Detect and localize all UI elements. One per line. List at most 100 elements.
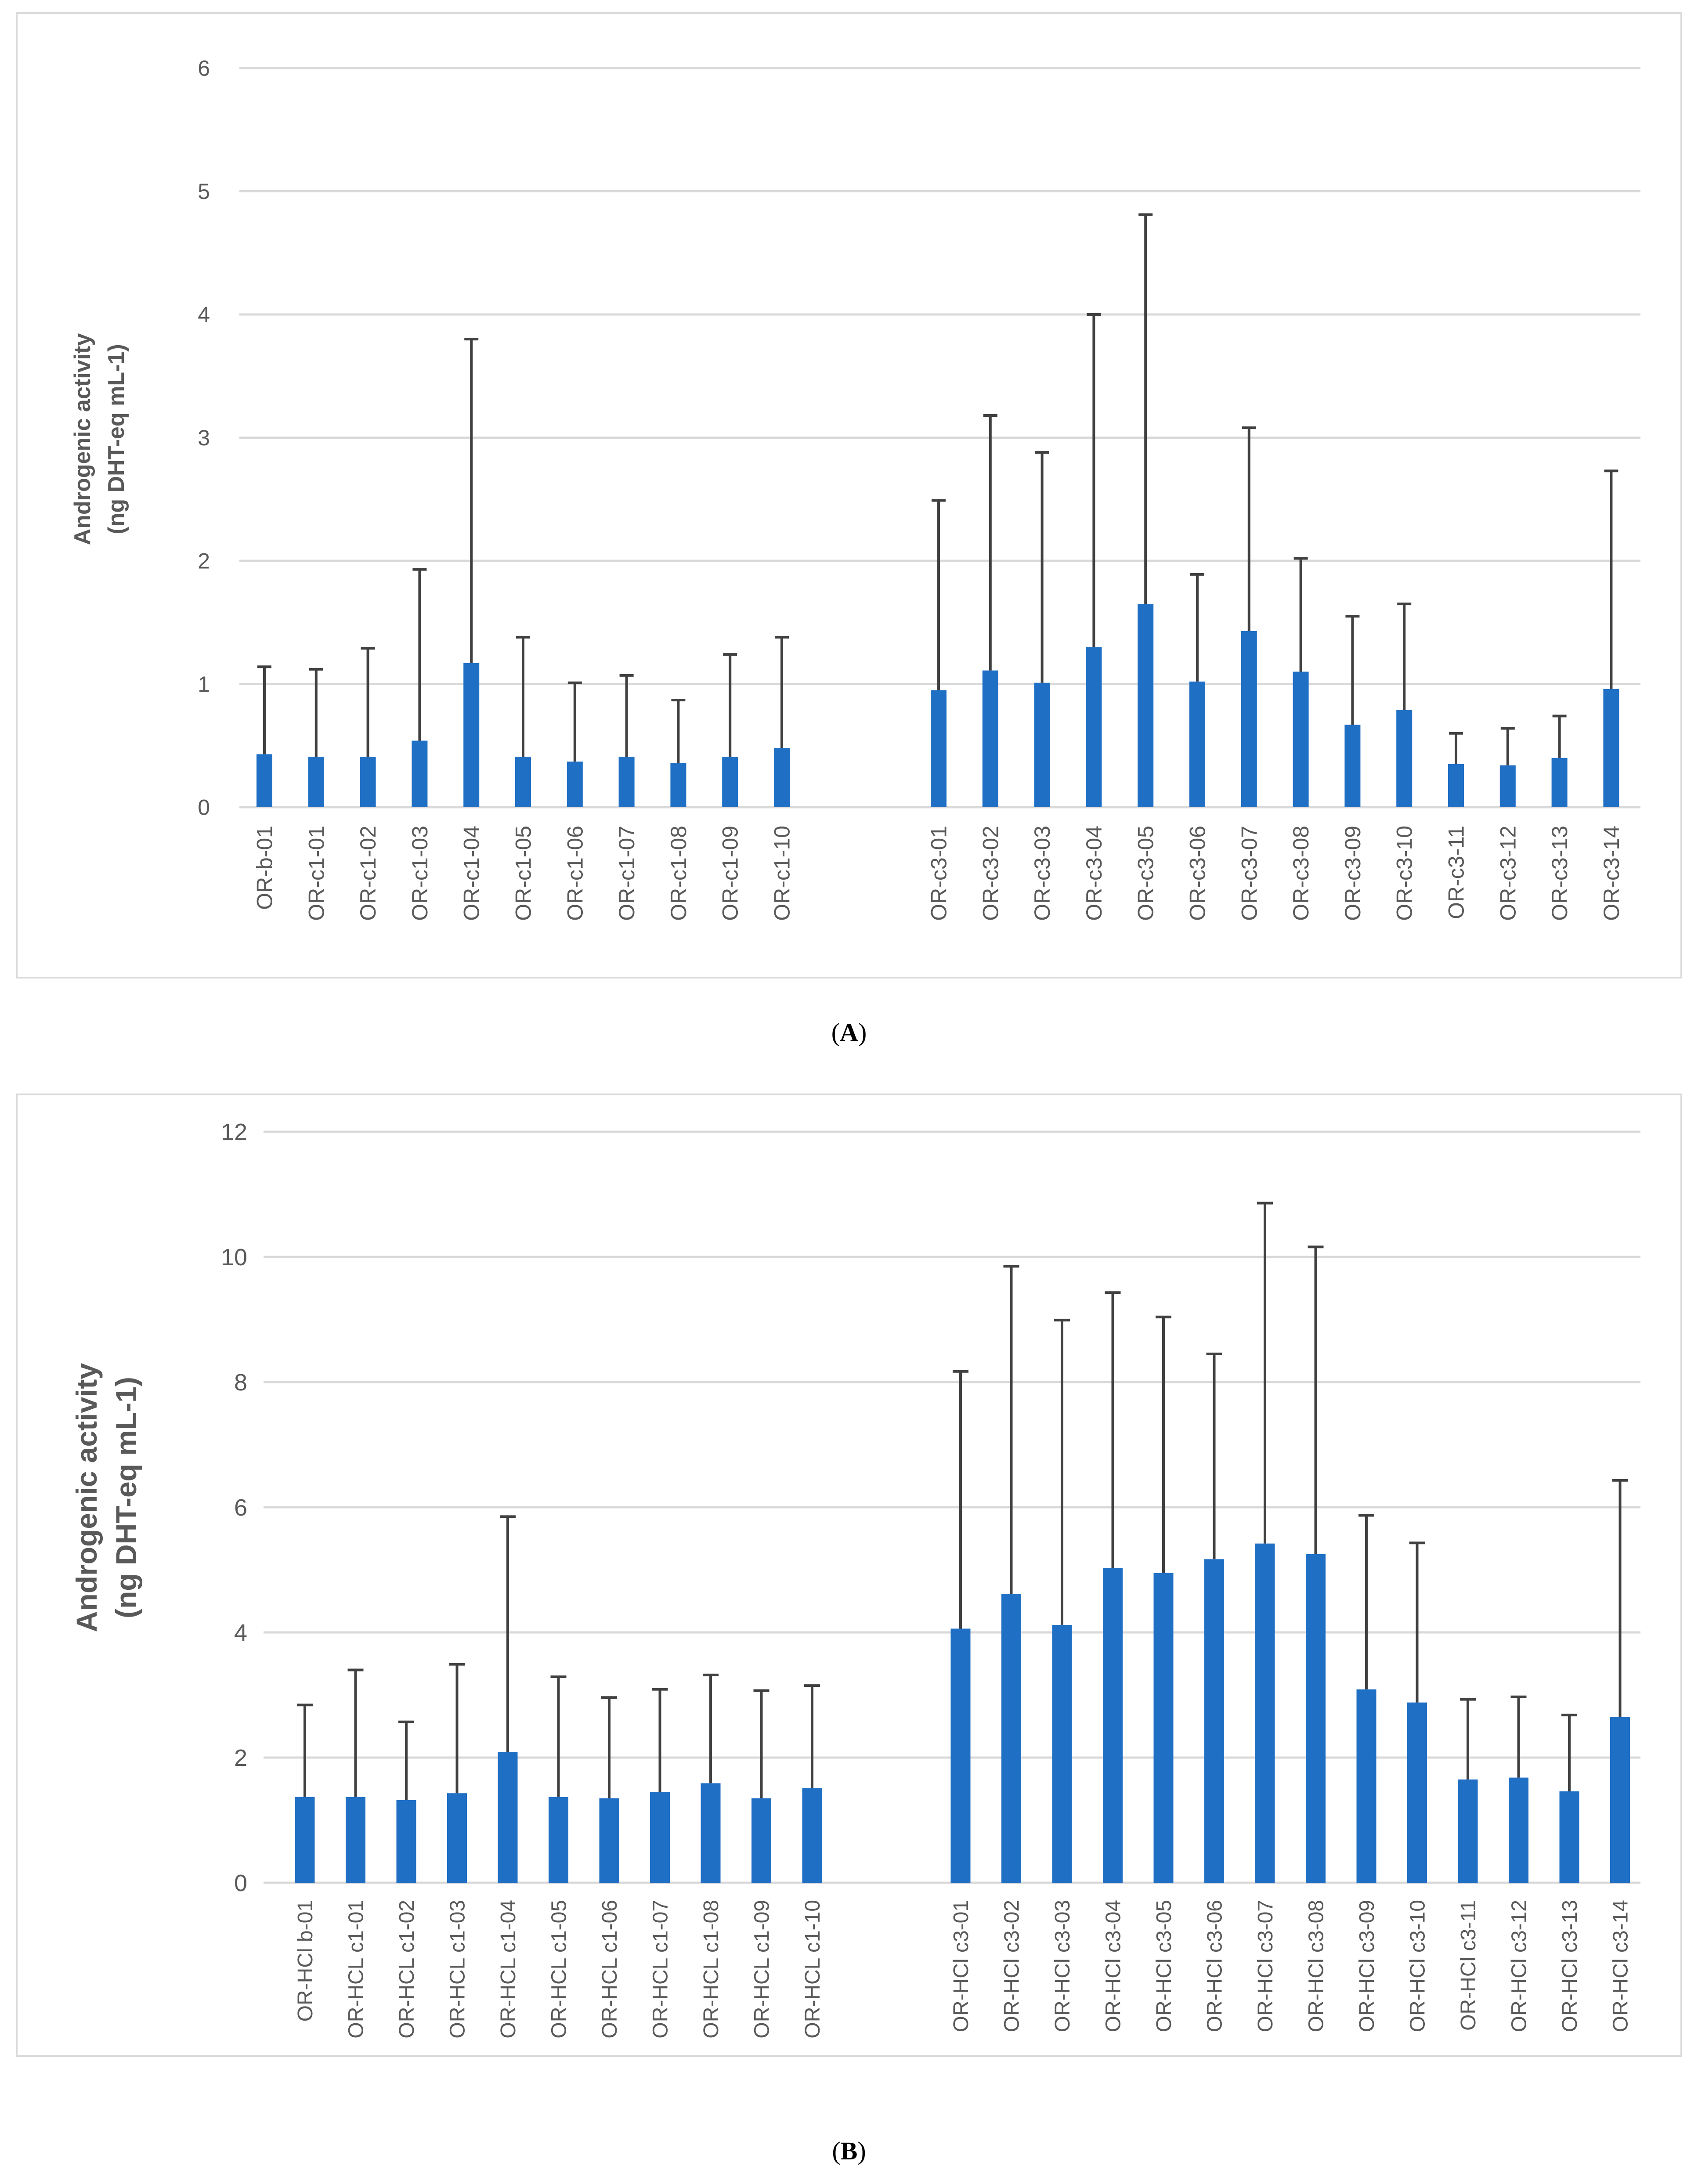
x-tick-label-b-22: OR-HCl c3-12	[1507, 1900, 1531, 2032]
panel-b-frame	[16, 1094, 1682, 2057]
x-tick-label-a-17: OR-c3-07	[1237, 826, 1261, 921]
y-axis-title-a-line-1: Androgenic activity	[70, 333, 95, 545]
x-tick-label-b-3: OR-HCL c1-03	[446, 1900, 469, 2039]
bar-a-18	[1293, 671, 1309, 807]
x-tick-label-b-6: OR-HCL c1-06	[598, 1900, 621, 2039]
bar-a-21	[1448, 764, 1464, 807]
error-bar-a-0	[257, 665, 271, 754]
error-bar-a-12	[983, 414, 997, 671]
y-tick-label-b-6: 6	[234, 1495, 247, 1521]
error-bar-a-1	[309, 668, 323, 757]
x-tick-label-a-5: OR-c1-05	[511, 826, 536, 921]
error-bar-b-20	[1409, 1541, 1425, 1703]
x-tick-label-a-19: OR-c3-09	[1340, 826, 1365, 921]
x-tick-label-a-14: OR-c3-04	[1082, 826, 1106, 921]
bar-b-14	[1103, 1568, 1123, 1883]
bar-a-8	[670, 763, 686, 807]
error-bar-b-10	[804, 1684, 820, 1788]
x-tick-label-b-5: OR-HCL c1-05	[547, 1900, 571, 2039]
error-bar-a-20	[1397, 603, 1412, 710]
bar-a-7	[618, 756, 635, 807]
x-tick-label-a-6: OR-c1-06	[563, 826, 587, 921]
error-bar-a-5	[516, 635, 530, 757]
x-tick-label-b-2: OR-HCL c1-02	[395, 1900, 419, 2039]
bar-b-17	[1255, 1543, 1275, 1883]
error-bar-a-6	[567, 681, 582, 762]
y-tick-label-b-0: 0	[234, 1870, 247, 1896]
error-bar-b-16	[1206, 1352, 1222, 1559]
x-tick-label-b-17: OR-HCl c3-07	[1254, 1900, 1277, 2032]
y-tick-label-b-10: 10	[221, 1244, 247, 1271]
bar-a-5	[515, 756, 531, 807]
error-bar-a-23	[1552, 715, 1567, 758]
bar-a-20	[1396, 710, 1413, 807]
x-tick-label-a-0: OR-b-01	[253, 826, 277, 910]
bar-a-0	[257, 754, 272, 807]
error-bar-b-23	[1561, 1714, 1577, 1791]
error-bar-b-11	[953, 1370, 968, 1629]
bar-b-2	[396, 1800, 416, 1883]
error-bar-a-11	[932, 499, 946, 690]
error-bar-b-6	[601, 1696, 617, 1798]
x-tick-label-b-11: OR-HCl c3-01	[950, 1900, 973, 2032]
x-tick-label-a-12: OR-c3-02	[978, 826, 1003, 921]
bar-b-23	[1559, 1791, 1579, 1883]
y-axis-title-b-line-2: (ng DHT-eq mL-1)	[110, 1377, 142, 1618]
x-tick-label-a-20: OR-c3-10	[1392, 826, 1417, 921]
bar-b-24	[1610, 1717, 1630, 1883]
bar-b-18	[1306, 1554, 1326, 1883]
bar-b-5	[549, 1797, 568, 1883]
x-tick-label-a-10: OR-c1-10	[770, 826, 795, 921]
x-tick-label-a-1: OR-c1-01	[304, 826, 329, 921]
bar-b-22	[1509, 1777, 1528, 1883]
x-tick-label-b-16: OR-HCl c3-06	[1203, 1900, 1226, 2032]
panel-b: 0 2 4 6 8 10 12 OR-HCl b-01 OR-HCL c1-01 OR-HCL c…	[16, 1094, 1682, 2165]
panel-a-frame	[16, 12, 1682, 978]
error-bar-b-0	[297, 1704, 313, 1797]
x-tick-label-a-3: OR-c1-03	[408, 826, 432, 921]
error-bar-b-15	[1156, 1315, 1171, 1573]
x-tick-label-b-4: OR-HCL c1-04	[497, 1900, 520, 2039]
bar-b-3	[447, 1793, 467, 1883]
error-bar-b-2	[398, 1720, 414, 1800]
bar-a-15	[1138, 604, 1154, 807]
x-tick-label-a-18: OR-c3-08	[1289, 826, 1313, 921]
bar-b-8	[701, 1783, 721, 1883]
error-bar-a-17	[1242, 426, 1256, 631]
x-tick-label-b-1: OR-HCL c1-01	[344, 1900, 368, 2039]
y-tick-label-b-12: 12	[221, 1119, 247, 1145]
bar-a-2	[360, 756, 376, 807]
error-bar-a-24	[1604, 469, 1619, 689]
y-tick-label-b-8: 8	[234, 1369, 247, 1396]
x-tick-label-b-14: OR-HCl c3-04	[1102, 1900, 1125, 2032]
error-bar-a-19	[1345, 615, 1360, 725]
x-tick-label-b-21: OR-HCl c3-11	[1457, 1900, 1480, 2031]
error-bar-a-9	[723, 653, 737, 757]
error-bar-a-21	[1449, 732, 1463, 764]
bar-a-24	[1603, 689, 1619, 807]
error-bar-b-12	[1003, 1265, 1019, 1595]
error-bar-b-4	[500, 1515, 516, 1752]
bar-b-1	[346, 1797, 365, 1883]
bar-a-10	[774, 748, 790, 807]
x-tick-label-a-4: OR-c1-04	[459, 826, 484, 921]
error-bar-a-18	[1293, 557, 1308, 672]
bar-b-4	[498, 1752, 518, 1883]
x-tick-label-a-23: OR-c3-13	[1547, 826, 1572, 921]
error-bar-a-8	[671, 698, 686, 763]
x-tick-label-a-21: OR-c3-11	[1444, 826, 1469, 919]
y-tick-label-a-5: 5	[198, 179, 210, 204]
error-bar-b-22	[1510, 1695, 1527, 1778]
x-tick-label-a-7: OR-c1-07	[614, 826, 639, 921]
x-tick-label-b-8: OR-HCL c1-08	[700, 1900, 723, 2039]
y-tick-label-a-3: 3	[198, 426, 210, 450]
x-tick-label-b-19: OR-HCl c3-09	[1355, 1900, 1379, 2032]
bar-a-6	[567, 762, 583, 807]
x-tick-label-b-12: OR-HCl c3-02	[1000, 1900, 1023, 2032]
y-tick-label-a-2: 2	[198, 549, 210, 574]
bar-b-12	[1001, 1594, 1021, 1883]
x-tick-label-b-7: OR-HCL c1-07	[649, 1900, 672, 2039]
bar-a-17	[1241, 631, 1257, 807]
error-bar-b-8	[703, 1673, 719, 1783]
bar-b-20	[1407, 1702, 1427, 1883]
